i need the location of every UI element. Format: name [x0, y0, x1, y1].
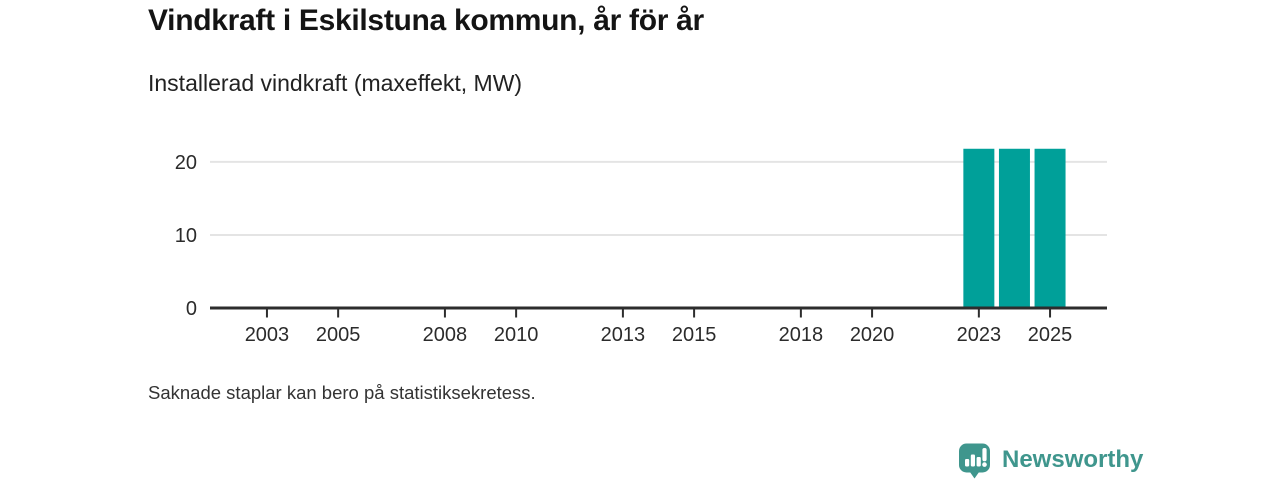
x-tick-label-2013: 2013 [601, 324, 646, 346]
bar-2025 [1034, 148, 1066, 308]
wind-power-bar-chart: 0 10 20 2003 2005 2008 2010 2013 2015 2018 2020 202… [175, 148, 1107, 346]
chart-subtitle: Installerad vindkraft (maxeffekt, MW) [148, 70, 523, 96]
newsworthy-logo-link[interactable]: Newsworthy [956, 441, 1143, 479]
bar-2023 [963, 148, 995, 308]
x-tick-label-2005: 2005 [316, 324, 361, 346]
x-tick-label-2010: 2010 [494, 324, 539, 346]
x-tick-label-2015: 2015 [672, 324, 717, 346]
y-tick-label-0: 0 [186, 298, 197, 320]
x-tick-label-2018: 2018 [779, 324, 824, 346]
bar-2024 [998, 148, 1030, 308]
newsworthy-logo-text: Newsworthy [1002, 446, 1144, 473]
x-tick-label-2008: 2008 [423, 324, 468, 346]
chart-footnote: Saknade staplar kan bero på statistiksek… [148, 382, 536, 403]
x-tick-label-2025: 2025 [1028, 324, 1073, 346]
x-tick-label-2023: 2023 [957, 324, 1002, 346]
x-tick-label-2003: 2003 [245, 324, 290, 346]
newsworthy-speech-bubble-bar-chart-icon [956, 441, 993, 479]
x-tick-label-2020: 2020 [850, 324, 895, 346]
chart-title: Vindkraft i Eskilstuna kommun, år för år [148, 4, 704, 37]
y-tick-label-10: 10 [175, 225, 197, 247]
y-tick-label-20: 20 [175, 152, 197, 174]
